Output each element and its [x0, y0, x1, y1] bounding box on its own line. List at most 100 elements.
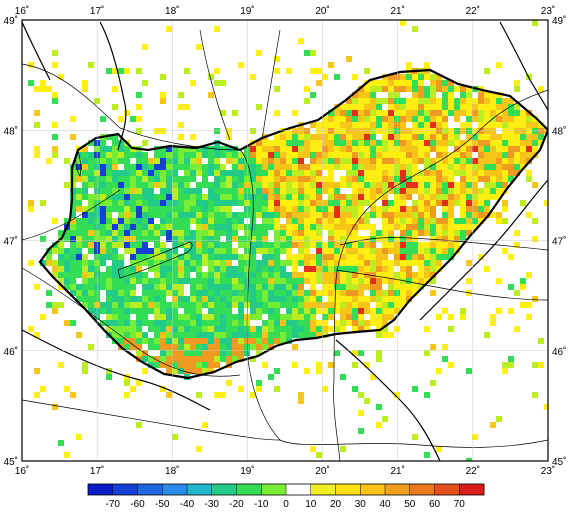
field-cell: [364, 182, 370, 188]
field-cell: [394, 164, 400, 170]
field-cell: [424, 152, 430, 158]
field-cell: [244, 182, 250, 188]
field-cell: [136, 326, 142, 332]
field-cell: [268, 242, 274, 248]
field-cell: [388, 284, 394, 290]
field-cell: [382, 116, 388, 122]
field-cell: [376, 110, 382, 116]
field-cell: [286, 134, 292, 140]
field-cell: [520, 116, 526, 122]
field-cell: [268, 152, 274, 158]
field-cell: [124, 68, 130, 74]
colorbar-tick-label: -10: [254, 499, 269, 510]
field-cell: [130, 308, 136, 314]
field-cell: [520, 146, 526, 152]
field-cell: [184, 308, 190, 314]
field-cell: [70, 230, 76, 236]
field-cell: [316, 452, 322, 458]
field-cell: [364, 176, 370, 182]
field-cell: [190, 284, 196, 290]
field-cell: [292, 158, 298, 164]
field-cell: [268, 260, 274, 266]
field-cell: [400, 20, 406, 26]
field-cell: [484, 128, 490, 134]
field-cell: [118, 296, 124, 302]
field-cell: [172, 236, 178, 242]
field-cell: [418, 272, 424, 278]
field-cell: [340, 146, 346, 152]
field-cell: [70, 236, 76, 242]
field-cell: [148, 224, 154, 230]
field-cell: [172, 272, 178, 278]
field-cell: [130, 170, 136, 176]
field-cell: [202, 296, 208, 302]
field-cell: [202, 326, 208, 332]
field-cell: [442, 146, 448, 152]
field-cell: [82, 176, 88, 182]
field-cell: [142, 164, 148, 170]
field-cell: [124, 236, 130, 242]
field-cell: [460, 314, 466, 320]
field-cell: [358, 116, 364, 122]
field-cell: [154, 260, 160, 266]
field-cell: [460, 194, 466, 200]
field-cell: [358, 92, 364, 98]
field-cell: [538, 362, 544, 368]
field-cell: [364, 98, 370, 104]
field-cell: [268, 224, 274, 230]
field-cell: [388, 296, 394, 302]
field-cell: [190, 314, 196, 320]
field-cell: [364, 248, 370, 254]
field-cell: [370, 260, 376, 266]
field-cell: [286, 188, 292, 194]
field-cell: [400, 230, 406, 236]
field-cell: [478, 164, 484, 170]
field-cell: [274, 188, 280, 194]
field-cell: [418, 278, 424, 284]
field-cell: [346, 236, 352, 242]
field-cell: [430, 266, 436, 272]
field-cell: [490, 188, 496, 194]
field-cell: [382, 218, 388, 224]
field-cell: [418, 242, 424, 248]
field-cell: [382, 302, 388, 308]
field-cell: [478, 158, 484, 164]
field-cell: [220, 356, 226, 362]
field-cell: [448, 152, 454, 158]
field-cell: [514, 104, 520, 110]
field-cell: [322, 188, 328, 194]
field-cell: [154, 278, 160, 284]
field-cell: [316, 182, 322, 188]
field-cell: [394, 128, 400, 134]
field-cell: [436, 116, 442, 122]
field-cell: [382, 194, 388, 200]
field-cell: [424, 242, 430, 248]
field-cell: [88, 164, 94, 170]
field-cell: [286, 230, 292, 236]
field-cell: [298, 272, 304, 278]
field-cell: [436, 224, 442, 230]
field-cell: [226, 218, 232, 224]
field-cell: [370, 128, 376, 134]
field-cell: [244, 206, 250, 212]
field-cell: [376, 356, 382, 362]
field-cell: [430, 218, 436, 224]
field-cell: [148, 230, 154, 236]
field-cell: [454, 230, 460, 236]
field-cell: [334, 152, 340, 158]
field-cell: [436, 80, 442, 86]
field-cell: [298, 218, 304, 224]
field-cell: [184, 170, 190, 176]
field-cell: [112, 206, 118, 212]
field-cell: [28, 80, 34, 86]
field-cell: [178, 146, 184, 152]
field-cell: [424, 194, 430, 200]
field-cell: [106, 218, 112, 224]
field-cell: [310, 302, 316, 308]
field-cell: [430, 278, 436, 284]
field-cell: [178, 134, 184, 140]
field-cell: [382, 134, 388, 140]
field-cell: [262, 218, 268, 224]
field-cell: [394, 98, 400, 104]
field-cell: [220, 218, 226, 224]
